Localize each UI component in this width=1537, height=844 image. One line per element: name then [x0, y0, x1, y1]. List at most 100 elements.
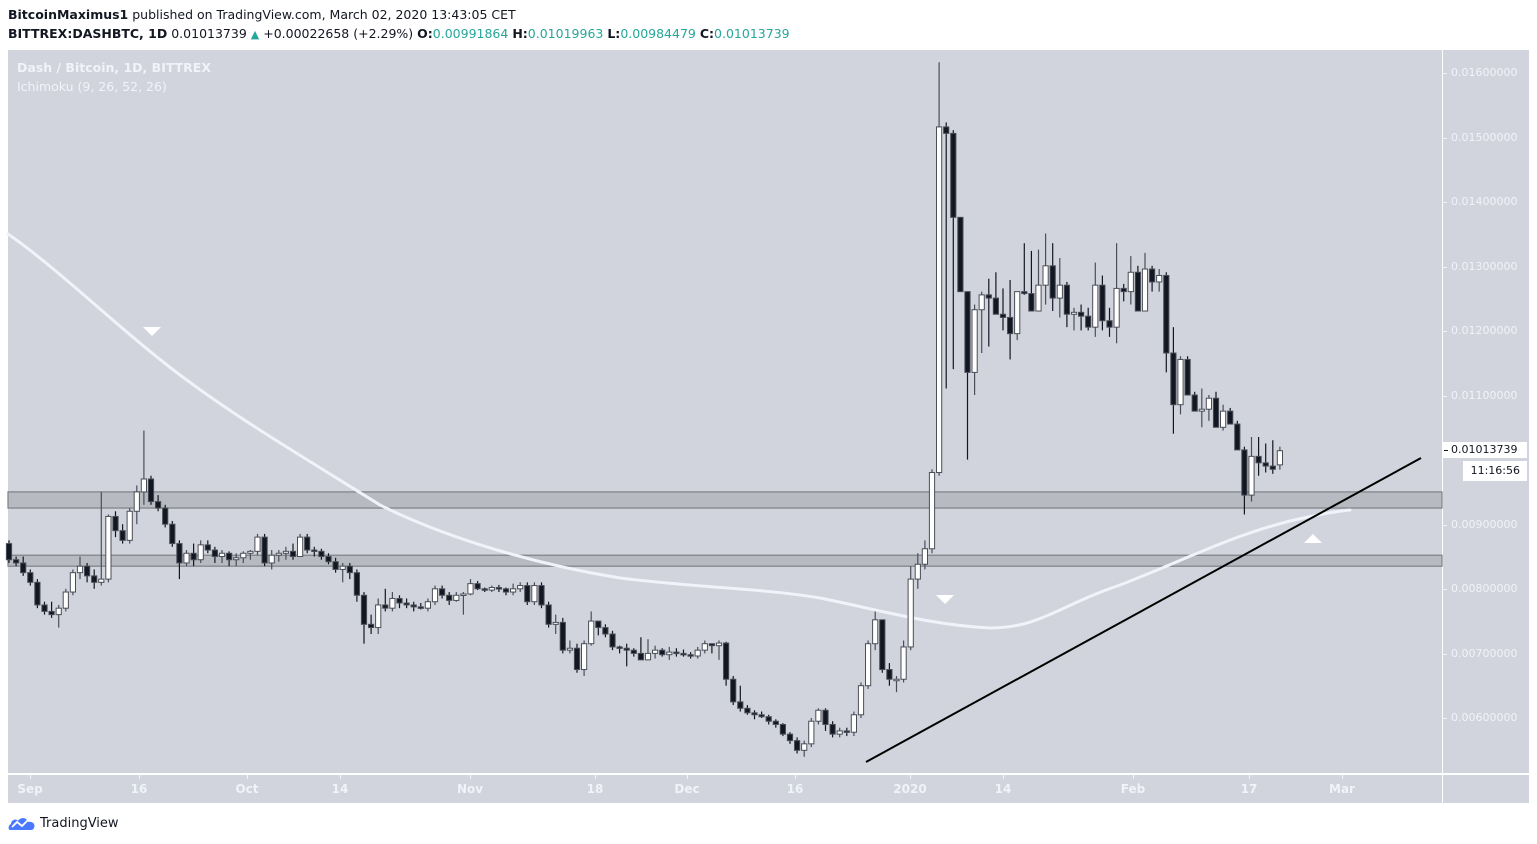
- candle: [694, 649, 701, 657]
- candle: [907, 578, 914, 648]
- candle: [1106, 320, 1113, 328]
- candle: [311, 549, 318, 553]
- candle: [794, 740, 801, 751]
- indicator-legend[interactable]: Ichimoku (9, 26, 52, 26): [17, 79, 167, 94]
- time-tick-mark: [340, 775, 341, 779]
- candle: [566, 647, 573, 651]
- candle: [211, 549, 219, 557]
- candle: [1042, 265, 1049, 286]
- candle: [879, 619, 886, 671]
- candle: [708, 643, 715, 647]
- chart-legend-title: Dash / Bitcoin, 1D, BITTREX: [17, 60, 211, 75]
- candle: [531, 585, 538, 603]
- candle: [673, 651, 680, 655]
- candle: [609, 633, 616, 648]
- zone-band[interactable]: [7, 554, 1443, 567]
- author-name[interactable]: BitcoinMaximus1: [8, 7, 129, 22]
- candle: [992, 297, 999, 315]
- time-tick: Feb: [1120, 782, 1146, 796]
- price-tick: 0.00900000: [1441, 518, 1518, 531]
- candle: [886, 669, 893, 680]
- candle: [1021, 291, 1028, 295]
- candle: [268, 554, 275, 564]
- price-tick: 0.01100000: [1441, 389, 1518, 402]
- zone-band[interactable]: [7, 491, 1443, 509]
- candle: [943, 126, 950, 134]
- price-tick: 0.01400000: [1441, 195, 1518, 208]
- candles: [5, 62, 1284, 757]
- candle: [815, 709, 822, 722]
- candle: [1056, 284, 1063, 299]
- candle: [772, 720, 779, 725]
- candle: [488, 587, 495, 591]
- time-tick: 14: [994, 782, 1012, 796]
- price-tick: 0.00700000: [1441, 647, 1518, 660]
- time-tick-mark: [687, 775, 688, 779]
- candle: [204, 544, 211, 551]
- candle: [808, 720, 815, 745]
- up-arrow-marker-icon[interactable]: [1304, 534, 1322, 543]
- candle: [197, 544, 204, 561]
- candle: [1099, 284, 1106, 322]
- candle: [84, 565, 91, 577]
- candle: [282, 550, 289, 554]
- down-arrow-marker-icon[interactable]: [936, 595, 954, 604]
- candle: [98, 578, 105, 583]
- candle: [630, 649, 637, 654]
- time-tick: 16: [786, 782, 804, 796]
- candle: [502, 588, 510, 593]
- candle: [297, 536, 304, 557]
- bar-countdown: 11:16:56: [1463, 461, 1527, 481]
- candle: [481, 588, 488, 591]
- published-text: published on TradingView.com, March 02, …: [128, 7, 516, 22]
- price-axis[interactable]: [1442, 50, 1529, 773]
- candle: [751, 712, 758, 716]
- candle: [1007, 316, 1014, 335]
- candle: [715, 642, 723, 647]
- candle: [737, 701, 744, 709]
- candle: [353, 572, 360, 596]
- candle: [34, 581, 41, 606]
- candle: [218, 552, 226, 558]
- candle: [950, 132, 957, 218]
- candle: [1241, 449, 1248, 496]
- candle: [836, 730, 843, 735]
- candle: [1113, 287, 1120, 328]
- high-value: 0.01019963: [527, 26, 604, 41]
- price-change: +0.00022658 (+2.29%): [263, 26, 414, 41]
- candle: [1049, 265, 1056, 299]
- candle: [1092, 284, 1099, 328]
- candle: [20, 562, 27, 574]
- candle: [183, 552, 190, 564]
- time-tick: 14: [331, 782, 349, 796]
- candle: [872, 619, 879, 645]
- candle: [999, 313, 1007, 318]
- candle: [865, 643, 872, 687]
- candle: [857, 685, 865, 716]
- price-tick: 0.00600000: [1441, 711, 1518, 724]
- down-arrow-marker-icon[interactable]: [143, 327, 161, 336]
- candle: [701, 643, 708, 651]
- candle: [1276, 450, 1284, 466]
- candle: [1248, 455, 1255, 496]
- time-tick: Sep: [17, 782, 43, 796]
- candle: [1198, 408, 1205, 412]
- ascending-trendline: [865, 457, 1422, 763]
- tradingview-brand[interactable]: TradingView: [8, 815, 119, 831]
- candle: [936, 126, 943, 474]
- candle: [325, 556, 332, 563]
- time-tick-mark: [795, 775, 796, 779]
- open-value: 0.00991864: [432, 26, 509, 41]
- candle: [147, 478, 155, 503]
- brand-name: TradingView: [40, 815, 119, 831]
- candle: [467, 583, 474, 595]
- last-price: 0.01013739: [171, 26, 247, 41]
- time-tick: Dec: [674, 782, 700, 796]
- candle: [332, 561, 339, 570]
- candle: [460, 593, 467, 596]
- candle: [1262, 462, 1269, 467]
- candle: [1078, 311, 1085, 317]
- price-tick: 0.01300000: [1441, 260, 1518, 273]
- candle: [1177, 358, 1184, 406]
- candle: [517, 585, 524, 590]
